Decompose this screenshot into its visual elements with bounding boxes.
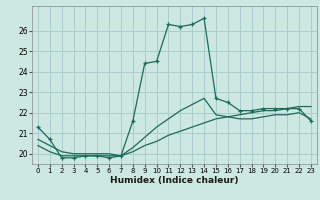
X-axis label: Humidex (Indice chaleur): Humidex (Indice chaleur) [110,176,239,185]
